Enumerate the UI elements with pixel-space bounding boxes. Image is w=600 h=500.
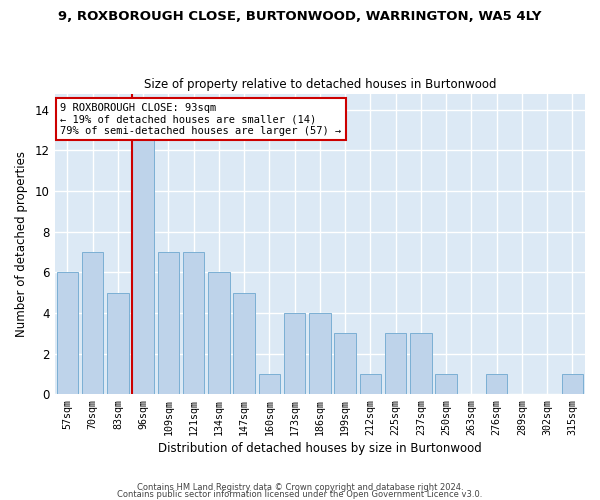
Text: Contains HM Land Registry data © Crown copyright and database right 2024.: Contains HM Land Registry data © Crown c… xyxy=(137,484,463,492)
Bar xyxy=(82,252,103,394)
Bar xyxy=(183,252,205,394)
Bar xyxy=(334,334,356,394)
Bar xyxy=(562,374,583,394)
Bar xyxy=(359,374,381,394)
Bar xyxy=(486,374,508,394)
Text: Contains public sector information licensed under the Open Government Licence v3: Contains public sector information licen… xyxy=(118,490,482,499)
Bar xyxy=(233,292,255,394)
Bar xyxy=(259,374,280,394)
X-axis label: Distribution of detached houses by size in Burtonwood: Distribution of detached houses by size … xyxy=(158,442,482,455)
Bar xyxy=(107,292,128,394)
Bar xyxy=(208,272,230,394)
Bar xyxy=(284,313,305,394)
Title: Size of property relative to detached houses in Burtonwood: Size of property relative to detached ho… xyxy=(143,78,496,91)
Bar xyxy=(436,374,457,394)
Bar xyxy=(385,334,406,394)
Text: 9 ROXBOROUGH CLOSE: 93sqm
← 19% of detached houses are smaller (14)
79% of semi-: 9 ROXBOROUGH CLOSE: 93sqm ← 19% of detac… xyxy=(60,102,341,136)
Bar xyxy=(309,313,331,394)
Y-axis label: Number of detached properties: Number of detached properties xyxy=(15,151,28,337)
Bar xyxy=(158,252,179,394)
Bar xyxy=(56,272,78,394)
Bar xyxy=(410,334,431,394)
Bar xyxy=(133,110,154,394)
Text: 9, ROXBOROUGH CLOSE, BURTONWOOD, WARRINGTON, WA5 4LY: 9, ROXBOROUGH CLOSE, BURTONWOOD, WARRING… xyxy=(58,10,542,23)
